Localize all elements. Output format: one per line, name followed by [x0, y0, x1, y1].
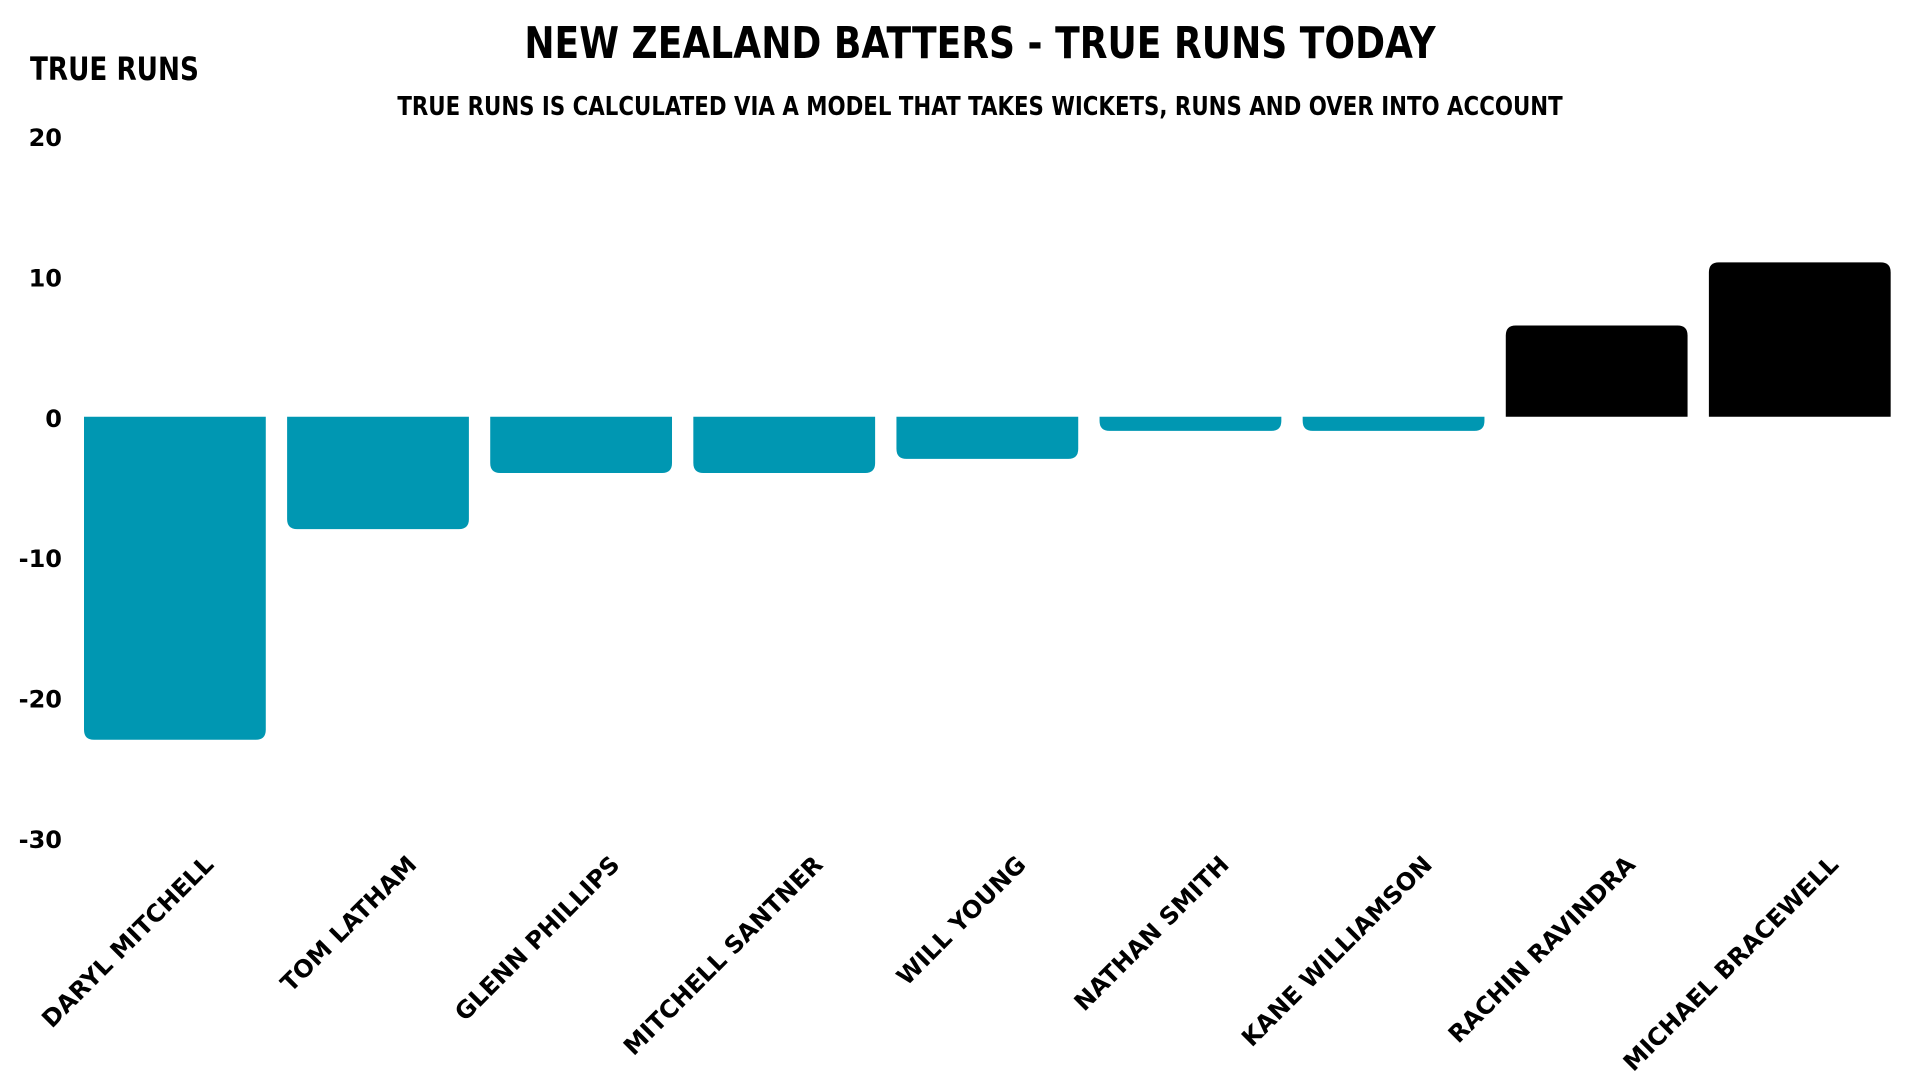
- x-tick-label: NATHAN SMITH: [1069, 850, 1235, 1016]
- x-tick-label: TOM LATHAM: [275, 850, 422, 997]
- x-tick-label: MITCHELL SANTNER: [618, 850, 828, 1060]
- chart-subtitle: TRUE RUNS IS CALCULATED VIA A MODEL THAT…: [397, 92, 1563, 122]
- bar: [287, 416, 469, 530]
- x-tick-label: DARYL MITCHELL: [36, 850, 219, 1033]
- bar: [490, 416, 673, 473]
- bar: [896, 416, 1079, 459]
- bar: [1302, 416, 1485, 431]
- y-tick-label: -30: [19, 826, 62, 854]
- bar: [1505, 325, 1688, 417]
- x-tick-label: GLENN PHILLIPS: [449, 850, 625, 1026]
- bar: [1099, 416, 1282, 431]
- x-tick-label: KANE WILLIAMSON: [1236, 850, 1438, 1052]
- y-tick-label: -10: [19, 545, 62, 573]
- x-tick-label: WILL YOUNG: [891, 850, 1031, 990]
- y-tick-label: 10: [29, 264, 62, 292]
- chart-title: NEW ZEALAND BATTERS - TRUE RUNS TODAY: [524, 18, 1436, 69]
- y-tick-label: -20: [19, 686, 62, 714]
- y-tick-label: 0: [45, 405, 62, 433]
- bar: [1708, 262, 1891, 417]
- y-axis-label: TRUE RUNS: [30, 50, 199, 88]
- bar: [84, 416, 266, 740]
- x-tick-label: RACHIN RAVINDRA: [1443, 850, 1641, 1048]
- bar: [693, 416, 876, 473]
- x-tick-label: MICHAEL BRACEWELL: [1618, 850, 1844, 1076]
- y-tick-label: 20: [29, 124, 62, 152]
